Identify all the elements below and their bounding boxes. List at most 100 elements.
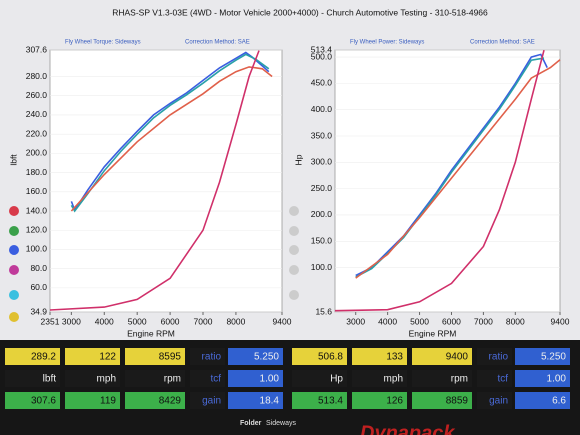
panel-text: 6.6: [552, 396, 566, 407]
legend-dots: [9, 206, 299, 322]
dot: [9, 206, 19, 216]
panel-text: gain: [489, 396, 508, 407]
y-tick-label: 34.9: [30, 306, 47, 316]
panel-cell: [412, 392, 472, 409]
dot: [9, 312, 19, 322]
y-tick-label: 180.0: [26, 167, 48, 177]
series-line: [355, 53, 548, 277]
y-tick-label: 260.0: [26, 90, 48, 100]
panel-cell: [515, 392, 570, 409]
x-tick-label: 5000: [128, 316, 147, 326]
y-tick-label: 60.0: [30, 282, 47, 292]
panel-cell: [190, 370, 225, 387]
panel-cell: [412, 348, 472, 365]
y-tick-label: 400.0: [311, 104, 333, 114]
panel-text: 307.6: [31, 396, 56, 407]
brand: Dynapack: [360, 422, 455, 435]
y-tick-label: 240.0: [26, 109, 48, 119]
panel-cell: [477, 370, 512, 387]
y-tick-label: 140.0: [26, 205, 48, 215]
panel-text: 1.00: [547, 374, 567, 385]
y-tick-label: 513.4: [311, 44, 333, 54]
x-tick-label: 2351: [41, 316, 60, 326]
panel-text: tcf: [497, 374, 508, 385]
series-line: [49, 50, 260, 311]
x-tick-label: 4000: [378, 316, 397, 326]
panel-text: lbft: [43, 374, 57, 385]
x-tick-label: 7000: [194, 316, 213, 326]
panel-text: 133: [386, 352, 403, 363]
panel-cell: [292, 392, 347, 409]
x-tick-label: 7000: [474, 316, 493, 326]
panel-cell: [515, 348, 570, 365]
panel-text: 119: [100, 396, 116, 407]
panel-cell: [125, 392, 185, 409]
note: Correction Method: SAE: [185, 40, 250, 46]
panel-text: tcf: [210, 374, 221, 385]
y-tick-label: 100.0: [26, 244, 48, 254]
folder-value: Sideways: [266, 420, 296, 427]
panel-text: 5.250: [541, 352, 566, 363]
panel-text: 289.2: [31, 352, 56, 363]
x-tick-label: 8000: [506, 316, 525, 326]
dot: [289, 226, 299, 236]
y-tick-label: 200.0: [26, 148, 48, 158]
y-tick-label: 200.0: [311, 209, 333, 219]
panel-text: gain: [202, 396, 221, 407]
panel-text: mph: [384, 374, 403, 385]
folder-label: Folder: [240, 420, 262, 427]
panel-cell: [292, 348, 347, 365]
panel-cell: [5, 370, 60, 387]
panel-text: mph: [97, 374, 116, 385]
y-tick-label: 150.0: [311, 236, 333, 246]
y-axis-label: Hp: [293, 154, 303, 165]
dot: [289, 245, 299, 255]
panel-text: 126: [386, 396, 403, 407]
dot: [9, 265, 19, 275]
panel-text: 9400: [446, 352, 469, 363]
panel-cell: [352, 392, 407, 409]
panel-cell: [228, 370, 283, 387]
panel-cell: [228, 392, 283, 409]
x-tick-label: 9400: [273, 316, 292, 326]
panel-text: rpm: [451, 374, 468, 385]
panel-cell: [477, 348, 512, 365]
x-axis-label: Engine RPM: [127, 328, 175, 338]
panel-text: 5.250: [254, 352, 279, 363]
series-line: [70, 66, 273, 212]
x-tick-label: 6000: [442, 316, 461, 326]
panel-text: Hp: [330, 374, 343, 385]
dot: [9, 245, 19, 255]
panel-text: ratio: [489, 352, 509, 363]
panel-text: 18.4: [260, 396, 280, 407]
panel-cell: [190, 348, 225, 365]
x-axis-label: Engine RPM: [409, 328, 457, 338]
y-tick-label: 250.0: [311, 183, 333, 193]
page-title: RHAS-SP V1.3-03E (4WD - Motor Vehicle 20…: [112, 7, 488, 17]
y-axis-label: lbft: [8, 154, 18, 166]
series-line: [355, 59, 561, 279]
panel-text: ratio: [202, 352, 222, 363]
panel-cell: [5, 392, 60, 409]
series-line: [70, 51, 270, 212]
y-tick-label: 120.0: [26, 224, 48, 234]
series-line: [334, 49, 545, 312]
panel-cell: [352, 348, 407, 365]
panel-text: rpm: [164, 374, 181, 385]
panel-cell: [125, 348, 185, 365]
plot-area: [334, 49, 561, 313]
dot: [9, 226, 19, 236]
panel-text: 8859: [446, 396, 469, 407]
note: Correction Method: SAE: [470, 40, 535, 46]
subtitle: Fly Wheel Power: Sideways: [350, 40, 424, 46]
y-tick-label: 220.0: [26, 128, 48, 138]
panel-text: 513.4: [318, 396, 343, 407]
y-tick-label: 280.0: [26, 71, 48, 81]
plot-area: [49, 49, 283, 313]
x-tick-label: 5000: [410, 316, 429, 326]
y-tick-label: 500.0: [311, 51, 333, 61]
y-tick-label: 350.0: [311, 130, 333, 140]
dot: [289, 290, 299, 300]
panel-text: 8595: [159, 352, 182, 363]
